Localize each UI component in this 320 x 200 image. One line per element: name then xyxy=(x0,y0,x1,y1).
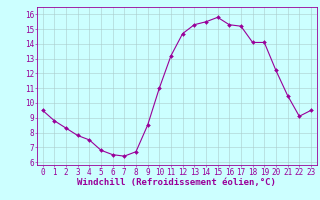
X-axis label: Windchill (Refroidissement éolien,°C): Windchill (Refroidissement éolien,°C) xyxy=(77,178,276,187)
